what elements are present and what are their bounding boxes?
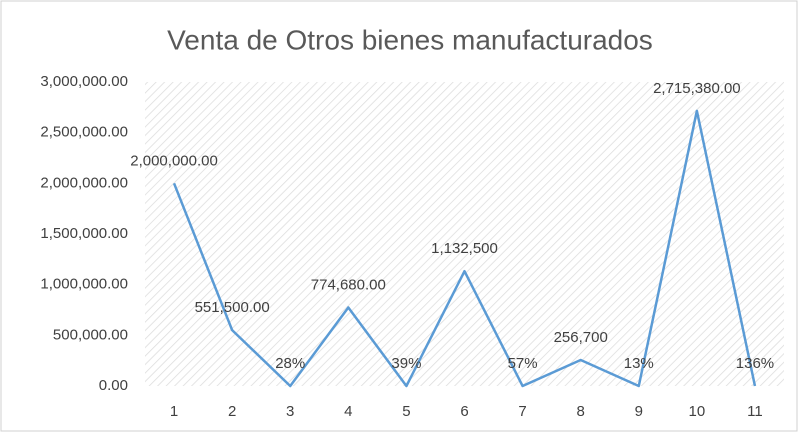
- data-label: 13%: [624, 355, 654, 372]
- data-label: 256,700: [554, 329, 608, 346]
- plot-area: [145, 82, 784, 386]
- y-tick-label: 1,000,000.00: [40, 276, 128, 293]
- y-tick-label: 500,000.00: [53, 326, 128, 343]
- x-tick-label: 4: [344, 403, 352, 420]
- data-label: 136%: [736, 355, 774, 372]
- data-label: 774,680.00: [311, 276, 386, 293]
- x-tick-label: 3: [286, 403, 294, 420]
- data-label: 2,715,380.00: [653, 80, 741, 97]
- y-tick-label: 2,500,000.00: [40, 124, 128, 141]
- line: [172, 109, 757, 388]
- x-tick-label: 10: [689, 403, 706, 420]
- y-tick-label: 2,000,000.00: [40, 174, 128, 191]
- data-label: 551,500.00: [195, 299, 270, 316]
- data-label: 1,132,500: [431, 240, 498, 257]
- data-label: 39%: [391, 355, 421, 372]
- chart-title: Venta de Otros bienes manufacturados: [167, 24, 653, 55]
- x-tick-label: 1: [170, 403, 178, 420]
- x-tick-label: 11: [747, 403, 763, 420]
- data-label: 28%: [275, 355, 305, 372]
- x-tick-label: 5: [402, 403, 410, 420]
- data-label: 2,000,000.00: [130, 152, 218, 169]
- x-tick-label: 6: [460, 403, 468, 420]
- y-tick-label: 1,500,000.00: [40, 225, 128, 242]
- y-tick-label: 0.00: [99, 377, 128, 394]
- x-tick-label: 7: [518, 403, 526, 420]
- x-tick-label: 2: [228, 403, 236, 420]
- x-tick-label: 9: [635, 403, 643, 420]
- x-tick-label: 8: [577, 403, 585, 420]
- y-tick-label: 3,000,000.00: [40, 73, 128, 90]
- data-label: 57%: [508, 355, 538, 372]
